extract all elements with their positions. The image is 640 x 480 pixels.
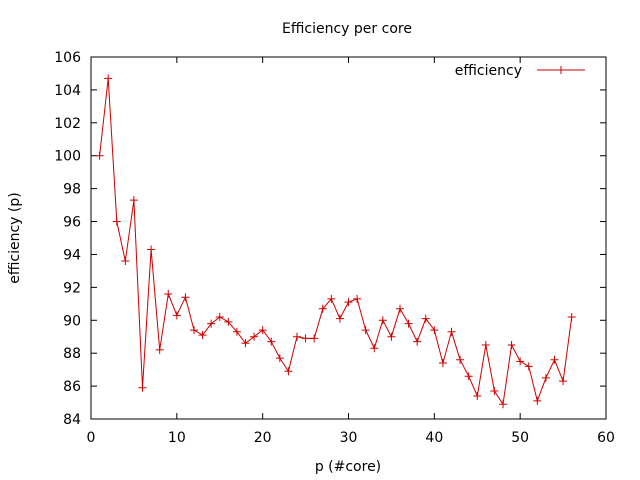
y-tick-label: 98 (63, 182, 81, 198)
x-tick-label: 50 (511, 430, 529, 446)
data-point (447, 327, 456, 336)
data-point (404, 319, 413, 328)
data-point (396, 304, 404, 313)
data-point (267, 337, 276, 346)
data-point (190, 326, 198, 335)
y-tick-label: 104 (54, 83, 81, 99)
data-point (207, 319, 216, 328)
data-point (456, 355, 465, 364)
data-point (550, 355, 559, 364)
x-tick-label: 20 (254, 430, 272, 446)
data-point (293, 332, 301, 341)
data-point (310, 334, 319, 343)
data-point (481, 340, 490, 349)
data-point (499, 400, 507, 409)
x-tick-label: 10 (168, 430, 186, 446)
data-point (430, 326, 439, 335)
data-point (224, 317, 233, 326)
data-point (250, 332, 259, 341)
data-point (104, 74, 113, 83)
data-point (275, 354, 284, 363)
data-point (138, 383, 147, 392)
data-point (353, 294, 362, 303)
chart-title: Efficiency per core (282, 21, 412, 37)
data-point (198, 331, 207, 340)
x-axis-label: p (#core) (315, 459, 381, 475)
data-point (258, 326, 267, 335)
y-axis-label: efficiency (p) (7, 192, 23, 283)
data-point (473, 391, 482, 400)
series-line (99, 78, 573, 406)
legend: efficiency (455, 63, 585, 79)
data-point (95, 151, 104, 160)
data-point (533, 396, 542, 405)
data-point (155, 345, 164, 354)
data-point (232, 327, 241, 336)
data-point (344, 298, 353, 307)
data-point (181, 293, 190, 302)
x-axis: 0 10 20 30 40 50 60 (87, 57, 615, 446)
data-point (421, 314, 430, 323)
data-point (524, 362, 533, 371)
legend-plus-marker (557, 66, 565, 74)
data-point (241, 339, 250, 348)
data-point (361, 326, 370, 335)
y-tick-label: 90 (63, 313, 81, 329)
y-axis: 84 86 88 90 92 94 96 98 100 102 104 106 (54, 50, 606, 428)
data-point (121, 257, 130, 266)
data-point (164, 289, 173, 298)
y-tick-label: 86 (63, 379, 81, 395)
data-point (335, 314, 344, 323)
data-point (284, 367, 293, 376)
x-tick-label: 30 (340, 430, 358, 446)
x-tick-label: 40 (425, 430, 443, 446)
data-point (541, 373, 550, 382)
series-efficiency (95, 74, 576, 409)
x-tick-label: 60 (597, 430, 615, 446)
data-point (147, 245, 156, 254)
data-point (172, 311, 181, 320)
data-point (387, 332, 396, 341)
y-tick-label: 102 (54, 116, 81, 132)
data-point (112, 217, 121, 226)
legend-marker (557, 66, 565, 74)
y-tick-label: 84 (63, 412, 81, 428)
y-tick-label: 92 (63, 280, 81, 296)
y-tick-label: 106 (54, 50, 81, 66)
data-point (327, 294, 336, 303)
data-point (215, 312, 224, 321)
data-point (129, 196, 138, 205)
y-tick-label: 96 (63, 215, 81, 231)
y-tick-label: 88 (63, 346, 81, 362)
data-point (490, 387, 499, 396)
data-point (507, 340, 516, 349)
data-point (413, 337, 422, 346)
y-tick-label: 100 (54, 149, 81, 165)
legend-label: efficiency (455, 63, 522, 79)
data-point (516, 357, 525, 366)
data-point (559, 377, 568, 386)
data-point (464, 372, 473, 381)
data-point (370, 344, 379, 353)
data-point (301, 334, 310, 343)
data-point (318, 304, 327, 313)
data-point (567, 312, 576, 321)
x-tick-label: 0 (87, 430, 96, 446)
data-point (438, 359, 447, 368)
data-point (378, 316, 387, 325)
y-tick-label: 94 (63, 247, 81, 263)
